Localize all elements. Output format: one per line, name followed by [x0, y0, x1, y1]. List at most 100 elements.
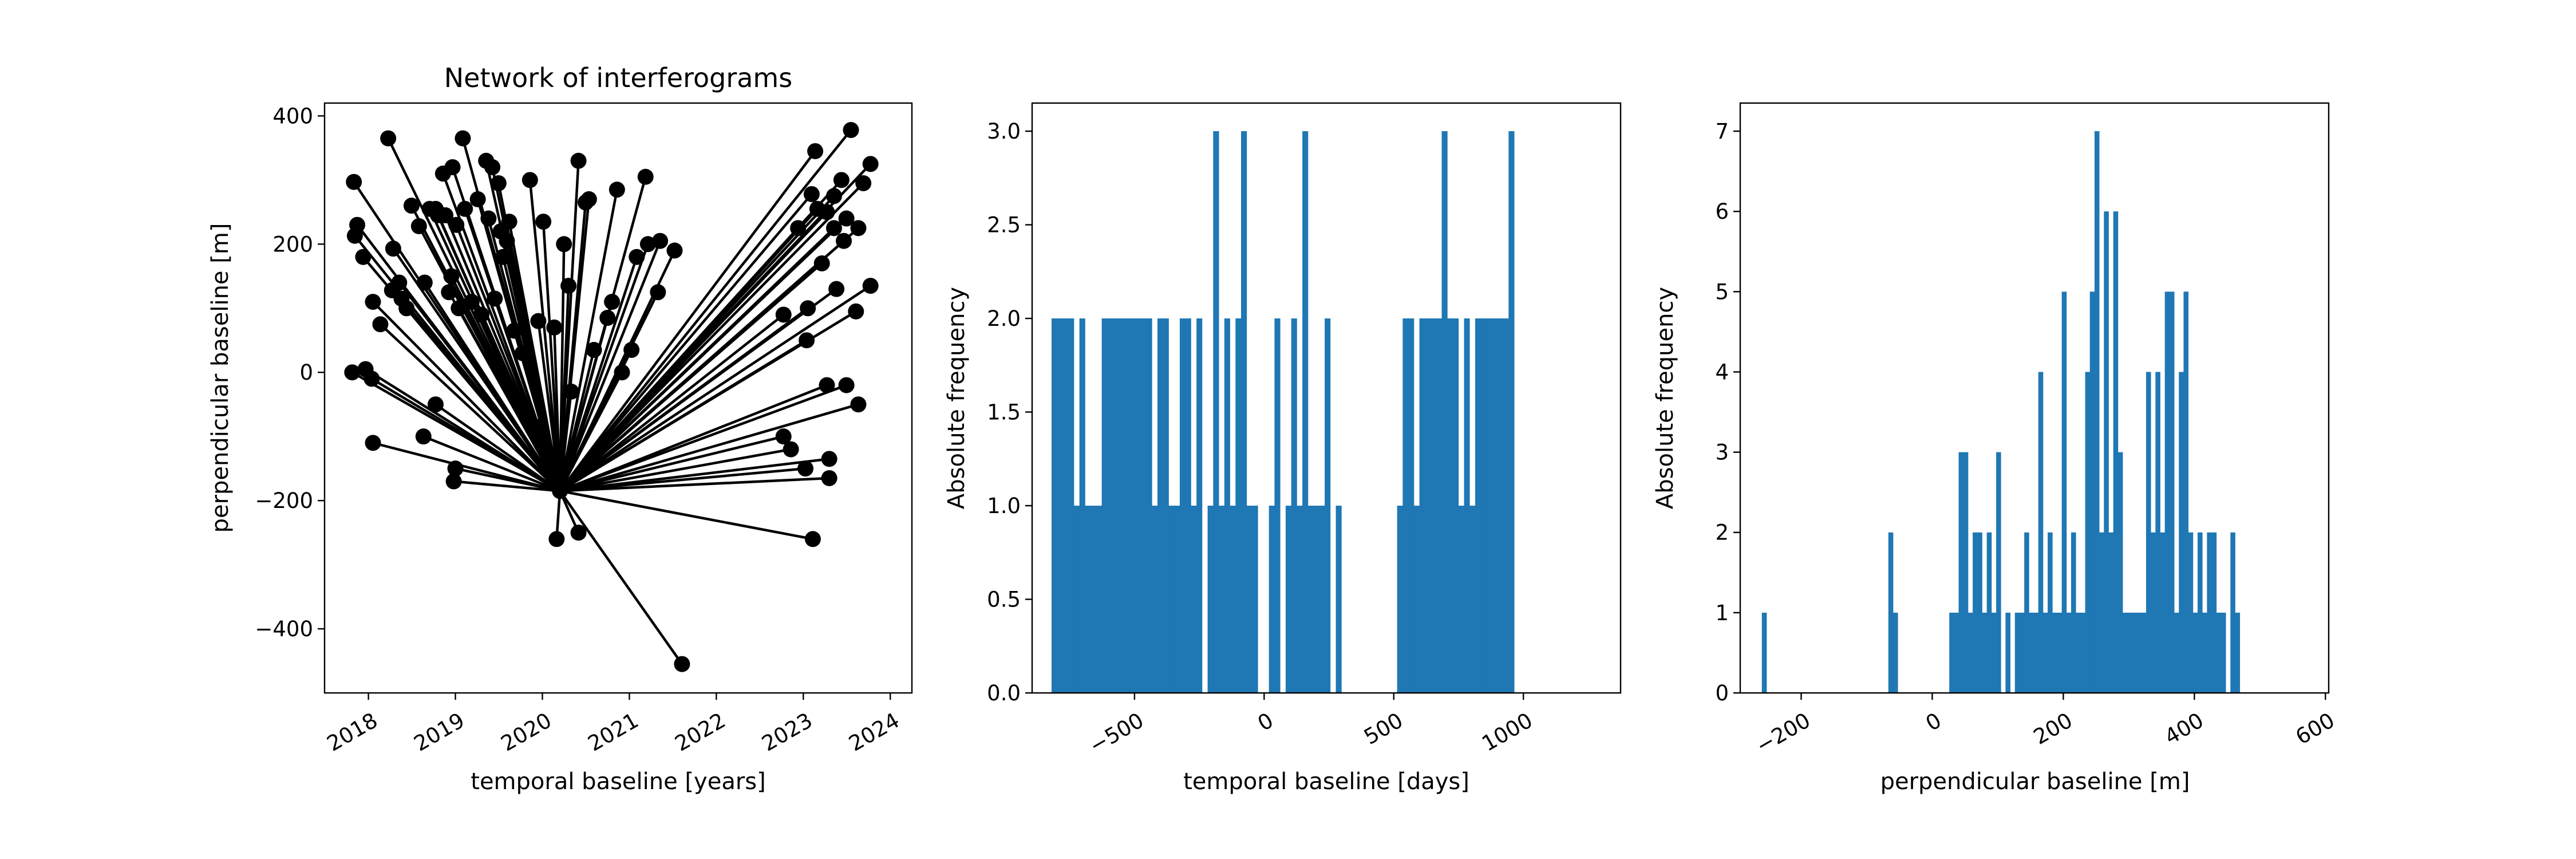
network-title: Network of interferograms [444, 62, 792, 93]
acquisition-point [365, 435, 381, 451]
temporal-histogram-bar [1062, 318, 1069, 693]
perpendicular-histogram-bar [1893, 612, 1898, 693]
acquisition-point [775, 428, 792, 445]
acquisition-point [530, 313, 547, 329]
interferogram-edge [559, 163, 872, 492]
interferogram-edge [559, 285, 871, 492]
interferogram-edge [537, 321, 562, 491]
perpendicular-histogram-bar [2197, 532, 2203, 693]
perpendicular-histogram-bar [1967, 612, 1973, 693]
perpendicular-histogram-bar [1888, 532, 1894, 693]
acquisition-point [855, 175, 872, 191]
acquisition-point [807, 143, 824, 159]
perpendicular-histogram-bar [2164, 291, 2170, 693]
acquisition-point [410, 218, 427, 234]
acquisition-point [843, 122, 859, 139]
temporal-histogram-bar [1146, 318, 1152, 693]
perpendicular-histogram-bar [2235, 612, 2241, 693]
network-y-tick-label: 400 [272, 104, 313, 128]
temporal-histogram-bar [1091, 506, 1097, 693]
acquisition-point [365, 294, 381, 310]
acquisition-point [850, 220, 867, 237]
perpendicular-histogram-bar [2123, 612, 2128, 693]
perpendicular-histogram-bar [2216, 612, 2222, 693]
interferogram-edge [434, 403, 561, 492]
temporal-histogram-bar [1096, 506, 1102, 693]
acquisition-point [570, 152, 587, 169]
interferogram-edge [555, 491, 562, 539]
temporal-histogram-bar [1402, 318, 1409, 693]
acquisition-point [838, 377, 855, 393]
perpendicular-y-axis-label: Absolute frequency [1652, 287, 1678, 509]
interferogram-edge [405, 307, 561, 492]
temporal-histogram-bar [1224, 318, 1230, 693]
temporal-histogram-bar [1503, 318, 1509, 693]
temporal-histogram-bar [1297, 506, 1303, 693]
perpendicular-histogram-bar [2042, 612, 2048, 693]
temporal-histogram-bar [1241, 131, 1247, 693]
perpendicular-x-axis-label: perpendicular baseline [m] [1880, 769, 2190, 795]
acquisition-point [797, 460, 814, 477]
perpendicular-histogram-bar [2192, 612, 2198, 693]
temporal-histogram-bar [1508, 131, 1515, 693]
temporal-histogram-bar [1246, 506, 1253, 693]
interferogram-edge [559, 490, 813, 541]
temporal-histogram-bar [1213, 131, 1219, 693]
temporal-histogram-bar [1497, 318, 1504, 693]
interferogram-edge [455, 224, 562, 492]
temporal-histogram-bar [1285, 506, 1292, 693]
interferogram-edge [559, 129, 852, 492]
temporal-axes-frame [1031, 102, 1622, 694]
perpendicular-histogram-bar [2052, 612, 2057, 693]
perpendicular-histogram-bar [1761, 612, 1767, 693]
network-y-tick-label: 200 [272, 232, 313, 257]
perpendicular-histogram-bar [2076, 612, 2081, 693]
acquisition-point [448, 216, 465, 233]
perpendicular-histogram-bar [2061, 291, 2067, 693]
acquisition-point [556, 236, 572, 253]
interferogram-edge [559, 240, 662, 492]
network-axes-frame [323, 102, 913, 694]
temporal-y-tick-label: 0.0 [987, 681, 1021, 706]
temporal-histogram-bar [1196, 318, 1203, 693]
acquisition-point [850, 396, 867, 413]
perpendicular-y-tick-label: 1 [1715, 601, 1729, 625]
acquisition-point [416, 274, 433, 291]
temporal-histogram-bar [1431, 318, 1437, 693]
acquisition-point [445, 473, 462, 490]
acquisition-point [355, 249, 372, 265]
interferogram-edge [559, 313, 785, 492]
perpendicular-histogram-bar [2221, 612, 2226, 693]
perpendicular-histogram-bar [2080, 612, 2085, 693]
acquisition-point [836, 233, 852, 249]
perpendicular-histogram-bar [1963, 452, 1969, 693]
interferogram-edge [559, 403, 859, 492]
network-y-tick-label: −200 [255, 488, 313, 513]
perpendicular-histogram-bar [2127, 612, 2132, 693]
acquisition-point [821, 451, 837, 467]
perpendicular-histogram-bar [2136, 612, 2142, 693]
acquisition-point [346, 174, 362, 190]
perpendicular-histogram-bar [2151, 532, 2156, 693]
acquisition-point [473, 306, 489, 323]
temporal-histogram-bar [1174, 506, 1180, 693]
acquisition-point [609, 182, 625, 198]
interferogram-edge [560, 476, 829, 492]
perpendicular-histogram-bar [2113, 211, 2119, 693]
temporal-histogram-bar [1191, 506, 1197, 693]
perpendicular-histogram-bar [2146, 372, 2151, 693]
acquisition-point [344, 364, 361, 381]
perpendicular-histogram-bar [1958, 452, 1964, 693]
perpendicular-histogram-bar [1991, 612, 1997, 693]
acquisition-point [531, 419, 548, 435]
temporal-histogram-bar [1152, 506, 1158, 693]
acquisition-point [848, 303, 864, 320]
temporal-histogram-bar [1252, 506, 1258, 693]
interferogram-edge [559, 150, 816, 492]
perpendicular-y-tick-label: 7 [1715, 119, 1729, 144]
interferogram-edge [559, 287, 837, 492]
interferogram-edge [559, 227, 835, 492]
acquisition-point [804, 531, 821, 547]
temporal-histogram-bar [1118, 318, 1124, 693]
acquisition-point [838, 210, 855, 227]
